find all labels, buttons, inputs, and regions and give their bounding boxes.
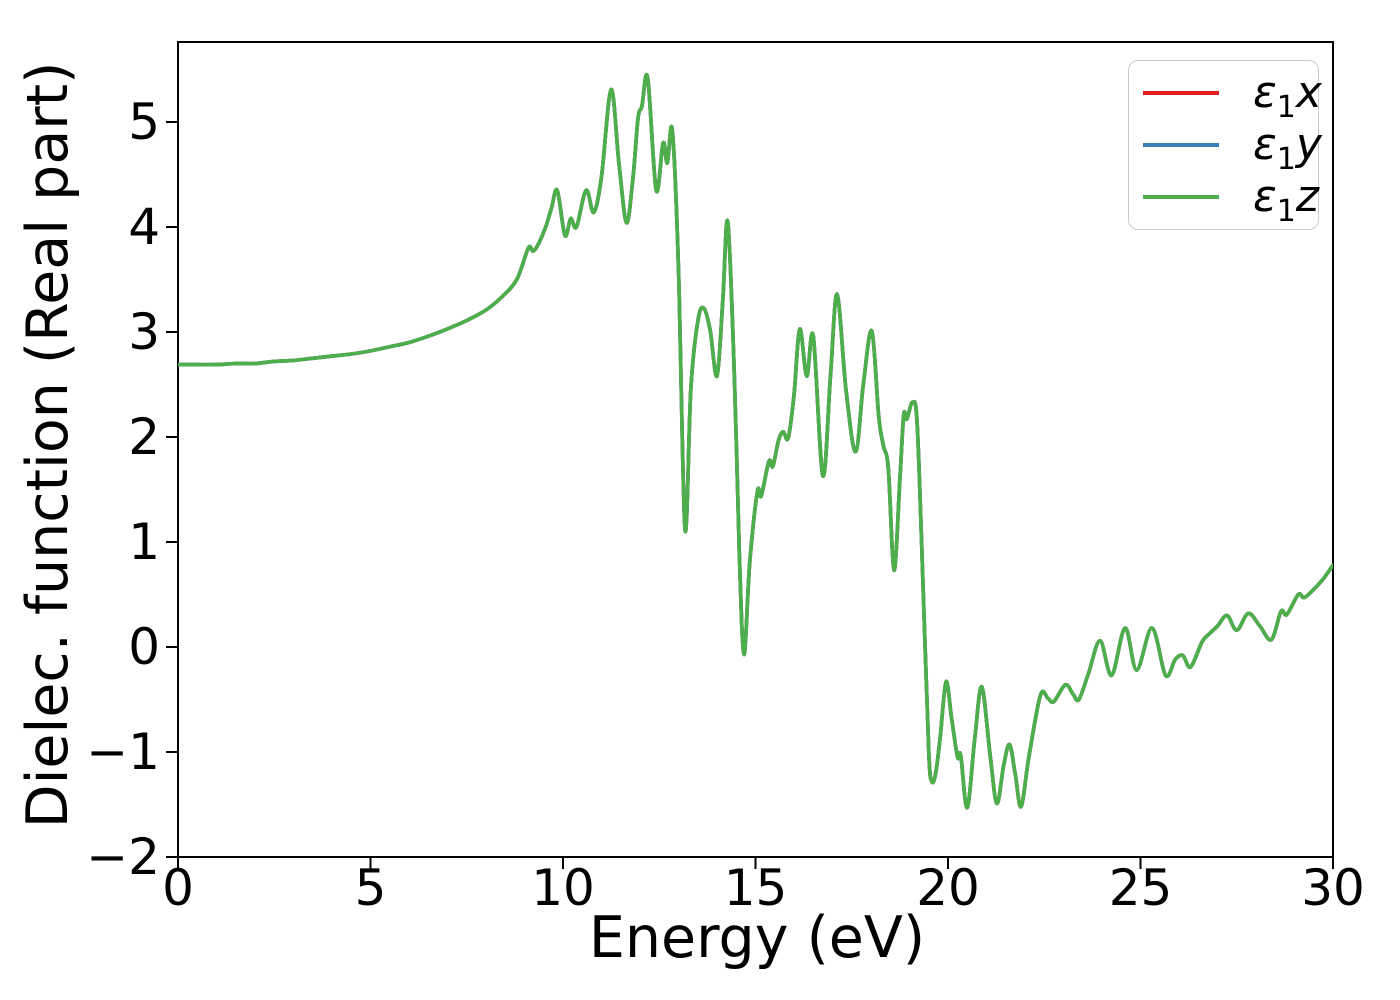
x-tick-label: 30 (1301, 859, 1365, 917)
legend-label-eps1y: ε1y (1253, 119, 1322, 177)
legend-label-eps1z: ε1z (1253, 171, 1319, 229)
x-tick-label: 0 (162, 859, 194, 917)
x-axis-label: Energy (eV) (588, 905, 926, 971)
x-tick-label: 20 (916, 859, 980, 917)
y-tick-label: −2 (86, 828, 160, 886)
y-tick-label: 1 (128, 513, 160, 571)
x-tick-label: 15 (723, 859, 788, 917)
y-tick-label: 2 (128, 408, 160, 466)
y-tick-label: −1 (86, 723, 160, 781)
y-tick-label: 5 (128, 93, 160, 151)
legend-line-eps1z (1143, 195, 1219, 199)
legend-label-eps1x: ε1x (1253, 67, 1322, 125)
legend-line-eps1y (1143, 143, 1219, 147)
x-tick-label: 10 (531, 859, 595, 917)
legend-line-eps1x (1143, 91, 1219, 95)
legend-entry: ε1z (1129, 171, 1319, 229)
y-tick-label: 0 (128, 618, 160, 676)
y-tick-label: 4 (128, 198, 160, 256)
legend: ε1x ε1y ε1z (1128, 60, 1322, 230)
series-line-eps1_z (178, 73, 1333, 810)
x-tick-label: 25 (1108, 859, 1173, 917)
x-tick-label: 5 (354, 859, 387, 917)
legend-entry: ε1x (1129, 68, 1322, 122)
legend-entry: ε1y (1129, 120, 1322, 174)
y-tick-label: 3 (128, 303, 160, 361)
